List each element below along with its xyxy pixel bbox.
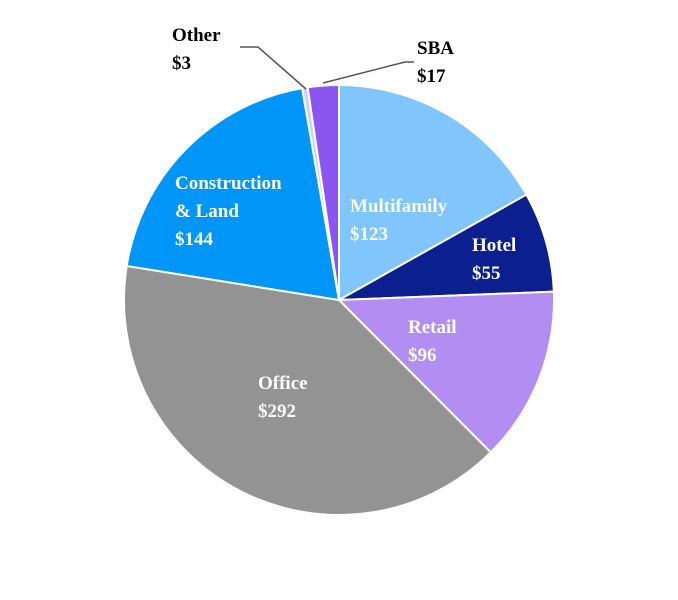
pie-slice-office — [123, 264, 493, 516]
slice-category-label: Construction — [175, 173, 282, 194]
slice-value-label: $96 — [408, 345, 437, 366]
slice-category-label: Hotel — [472, 235, 516, 256]
slice-value-label: $3 — [172, 53, 191, 74]
slice-label: Office $292 — [258, 373, 308, 422]
slice-label: SBA $17 — [417, 38, 454, 87]
slice-category-label: Retail — [408, 317, 457, 338]
pie-slice-hotel — [338, 193, 555, 301]
slice-category-label: Other — [172, 25, 221, 46]
pie-slice-sba — [306, 83, 340, 301]
slice-category-label: SBA — [417, 38, 454, 59]
pie-slice-construction-land — [125, 87, 341, 302]
slice-value-label: $55 — [472, 263, 501, 284]
slice-label: Construction & Land $144 — [175, 173, 282, 250]
slice-value-label: $292 — [258, 401, 296, 422]
slice-value-label: $123 — [350, 224, 388, 245]
pie-slice-retail — [336, 290, 555, 454]
leader-line — [240, 46, 307, 90]
slice-category-label: Multifamily — [350, 196, 448, 217]
slice-label: Multifamily $123 — [350, 196, 448, 245]
slice-label: Retail $96 — [408, 317, 457, 366]
pie-slice-multifamily — [338, 83, 528, 302]
leader-line — [322, 61, 414, 84]
slice-value-label: $144 — [175, 229, 214, 250]
slice-category-label: & Land — [175, 201, 239, 222]
slice-label: Hotel $55 — [472, 235, 516, 284]
slice-value-label: $17 — [417, 66, 446, 87]
slice-category-label: Office — [258, 373, 308, 394]
slice-label: Other $3 — [172, 25, 221, 74]
